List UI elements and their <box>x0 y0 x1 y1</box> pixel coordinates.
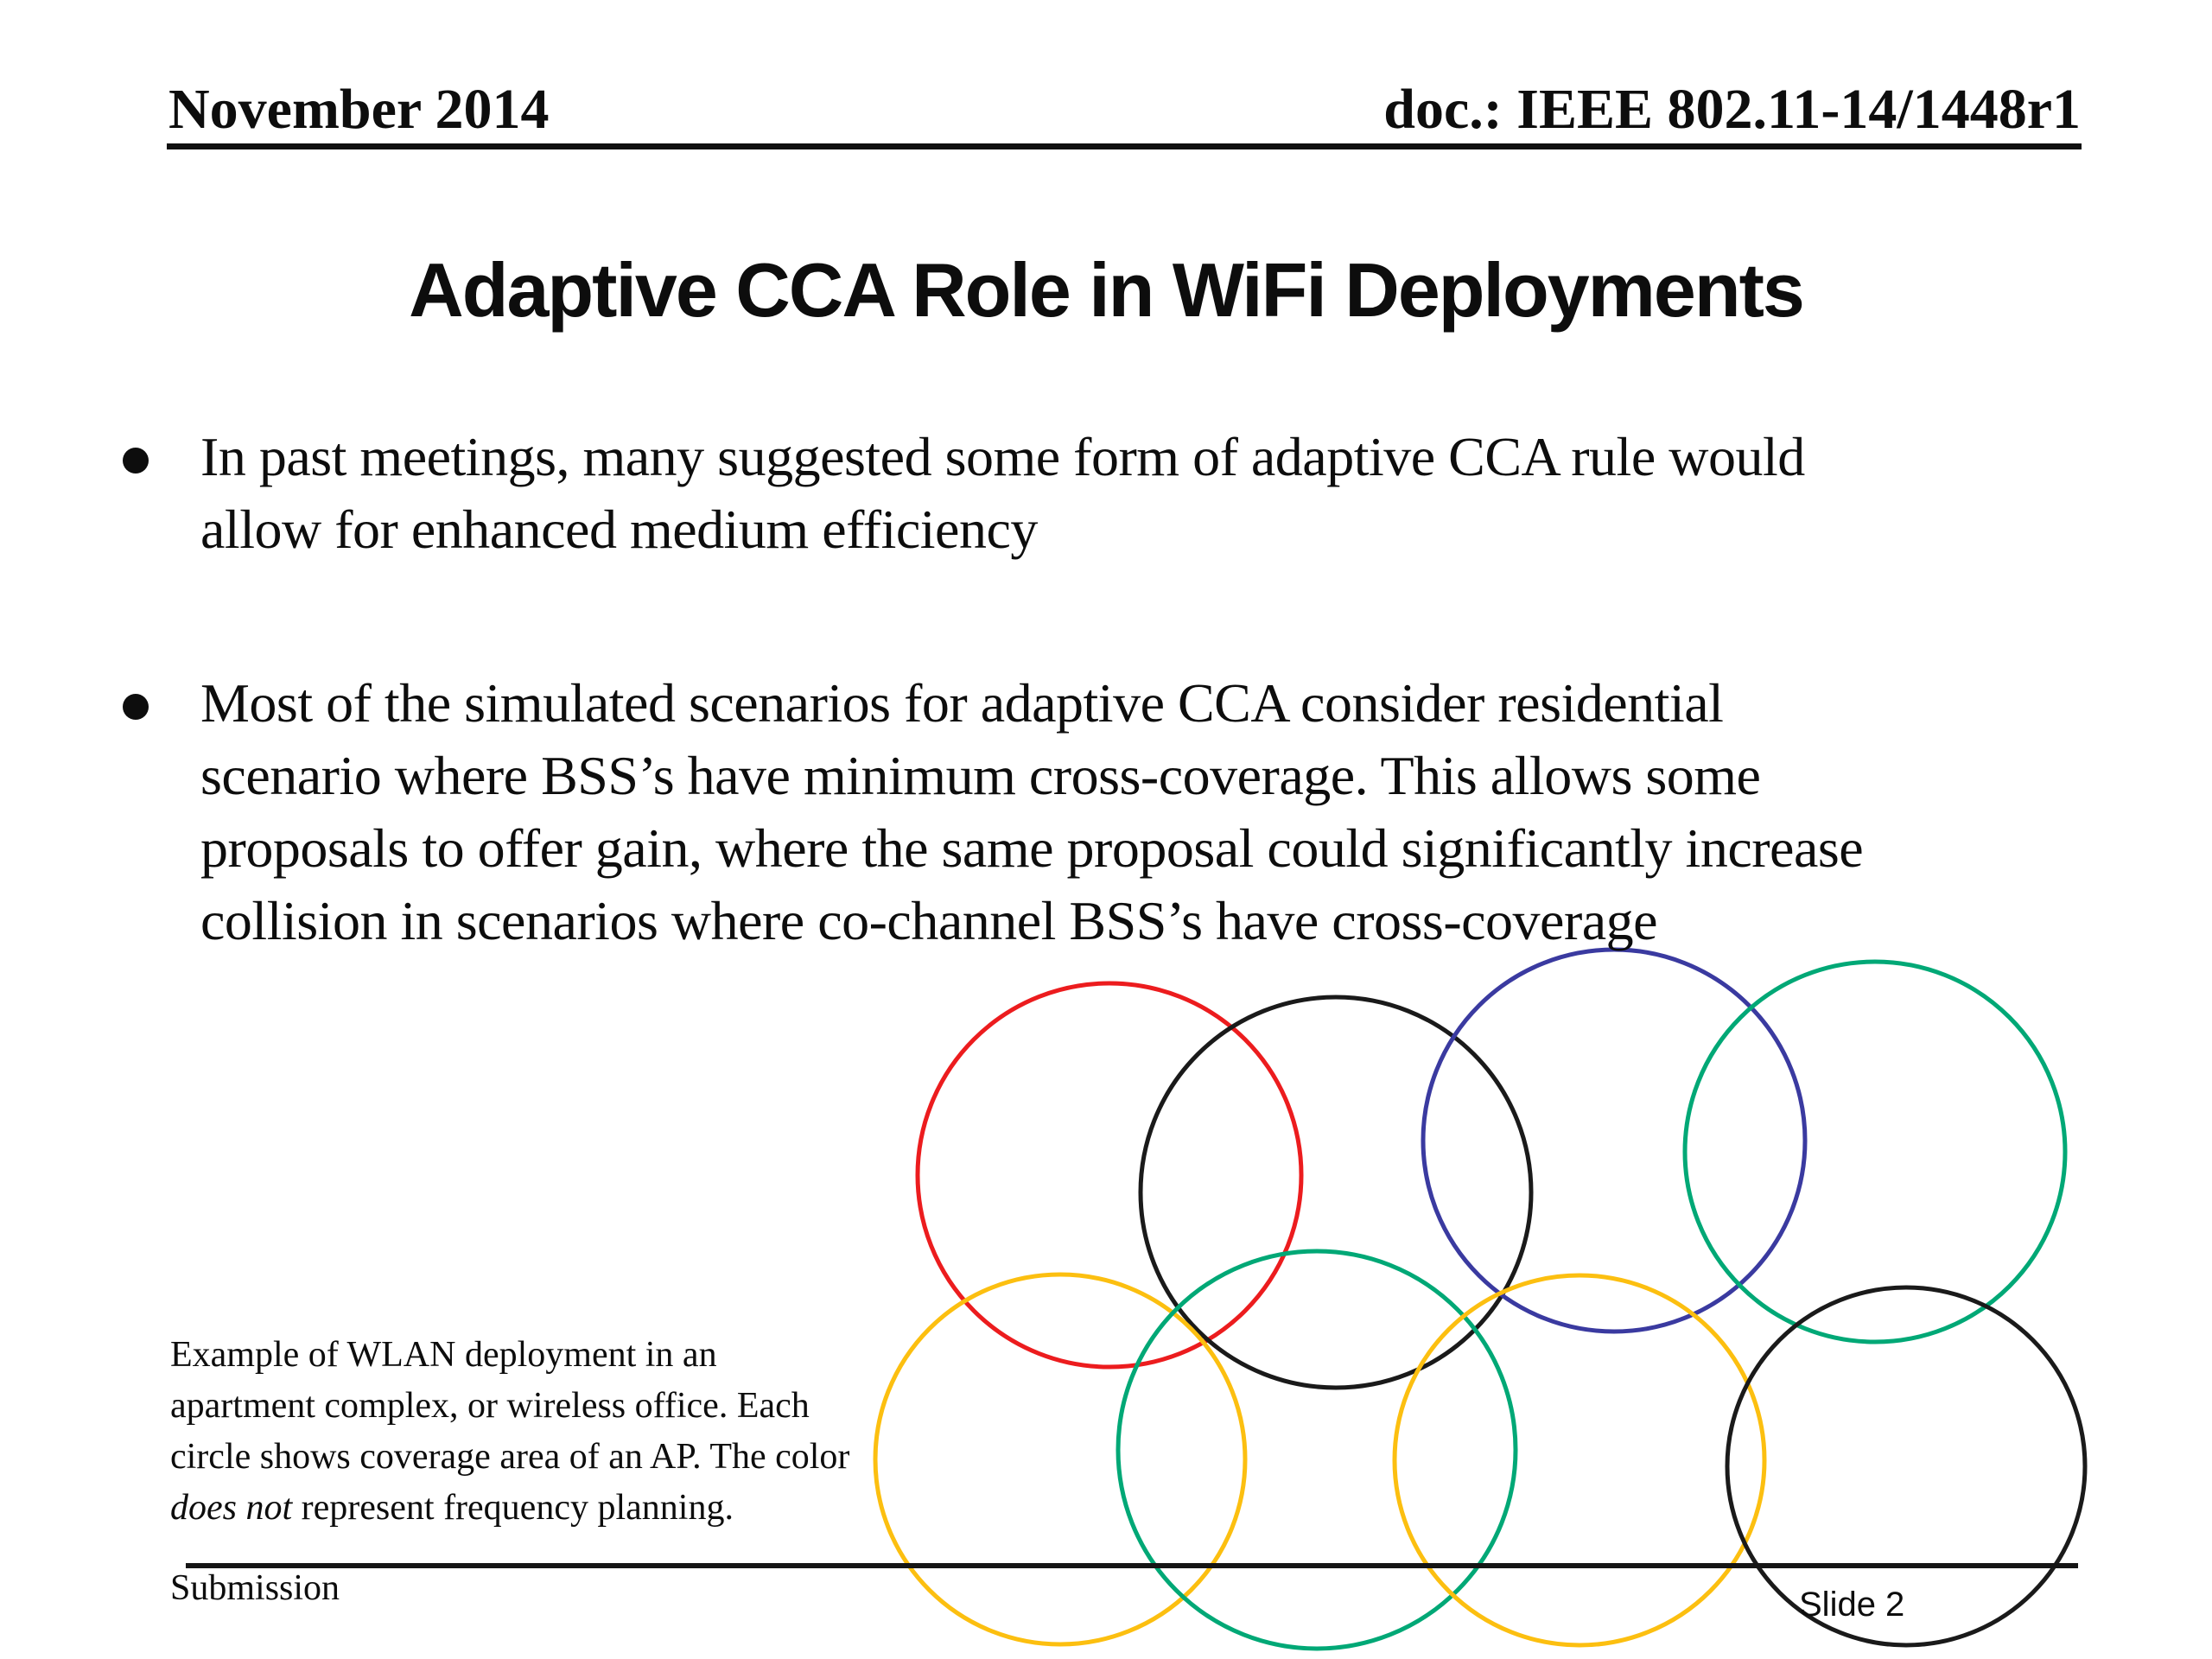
ap-coverage-yellow-mid <box>1392 1273 1767 1648</box>
caption-emphasis: does not <box>170 1488 293 1528</box>
ap-coverage-blue-upper <box>1421 947 1808 1334</box>
bullet-line: scenario where BSS’s have minimum cross-… <box>200 745 1761 806</box>
bullet-icon <box>123 694 149 720</box>
ap-coverage-black-lower <box>1725 1285 2088 1648</box>
bullet-line: proposals to offer gain, where the same … <box>200 817 1864 879</box>
ap-coverage-green-lower <box>1116 1249 1518 1651</box>
ap-coverage-black-upper <box>1138 995 1534 1390</box>
caption-line-rest: represent frequency planning. <box>292 1488 734 1528</box>
bullet-icon <box>123 448 149 474</box>
caption-line: apartment complex, or wireless office. E… <box>170 1386 810 1426</box>
bullet-line: In past meetings, many suggested some fo… <box>200 426 1805 487</box>
footer-rule <box>186 1563 2078 1568</box>
diagram-caption: Example of WLAN deployment in an apartme… <box>170 1330 849 1534</box>
bullet-item-1: In past meetings, many suggested some fo… <box>121 421 2160 566</box>
slide-number: Slide 2 <box>1799 1586 1905 1624</box>
ap-coverage-green-upper <box>1682 959 2068 1344</box>
header-date: November 2014 <box>168 78 550 141</box>
header-doc-number: doc.: IEEE 802.11-14/1448r1 <box>1383 78 2081 141</box>
bullet-line: collision in scenarios where co-channel … <box>200 890 1658 951</box>
header-rule <box>167 143 2082 149</box>
caption-line: does not represent frequency planning. <box>170 1483 849 1534</box>
bullet-item-2: Most of the simulated scenarios for adap… <box>121 667 2160 957</box>
bullet-text: In past meetings, many suggested some fo… <box>200 421 2160 566</box>
bullet-line: allow for enhanced medium efficiency <box>200 499 1038 560</box>
caption-line: circle shows coverage area of an AP. The… <box>170 1437 850 1477</box>
ap-coverage-red-upper <box>915 981 1304 1370</box>
footer-submission: Submission <box>170 1568 340 1608</box>
slide-title: Adaptive CCA Role in WiFi Deployments <box>409 247 1805 333</box>
caption-line: Example of WLAN deployment in an <box>170 1335 717 1375</box>
bullet-line: Most of the simulated scenarios for adap… <box>200 672 1724 734</box>
ap-coverage-yellow-left <box>873 1272 1248 1647</box>
bullet-text: Most of the simulated scenarios for adap… <box>200 667 2160 957</box>
